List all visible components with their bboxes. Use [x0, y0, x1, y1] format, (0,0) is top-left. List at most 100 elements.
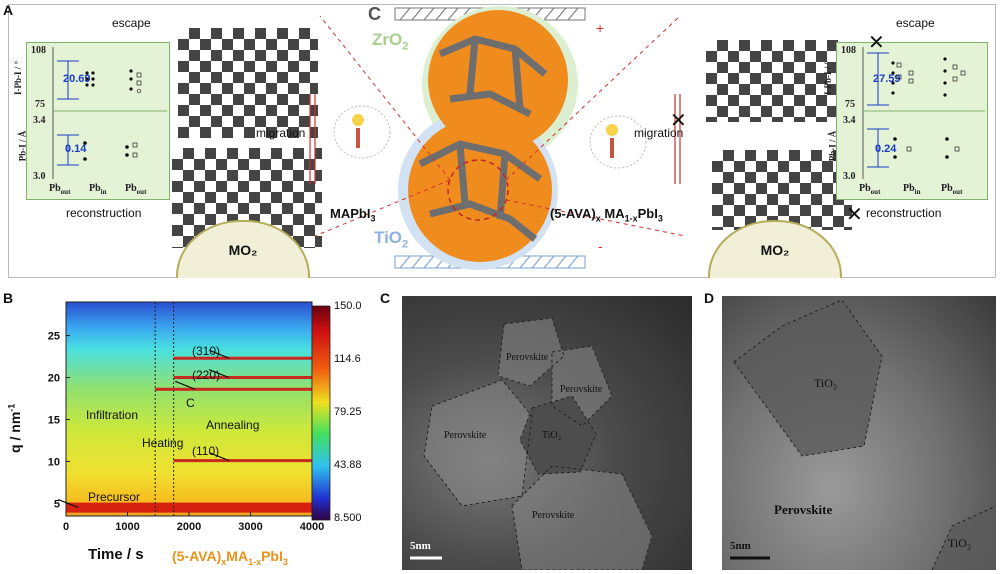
annotation-arrow-1	[208, 368, 230, 379]
inset-right-bottom-tick-high: 3.4	[843, 115, 856, 126]
inset-right-xlabel-3-text: Pb	[941, 183, 953, 194]
heatmap-ylabel-sup: -1	[6, 403, 17, 412]
panel-d-letter: D	[704, 290, 715, 306]
heatmap-material-c: PbI	[261, 548, 283, 564]
cross-escape-icon: ✕	[868, 32, 885, 54]
c-label-perovskite-3: Perovskite	[444, 430, 487, 441]
perovskite-lattice-right-top	[706, 40, 838, 122]
cross-migration-icon: ✕	[670, 110, 687, 132]
center-cell-diagram	[309, 6, 686, 270]
colorbar-tick-0: 150.0	[334, 300, 362, 312]
heatmap-xlabel: Time / s	[88, 546, 144, 563]
right-reconstruction-label: reconstruction	[866, 206, 942, 220]
zro2-text: ZrO	[372, 30, 403, 49]
inset-left-bottom-value: 0.14	[65, 143, 87, 155]
inset-left-bottom-tick-high: 3.4	[33, 115, 46, 126]
heatmap-material-sub: 3	[282, 556, 288, 567]
mo2-left-label: MO₂	[228, 242, 258, 258]
heatmap-band-3	[173, 459, 312, 463]
inset-left-xlabel-2-text: Pb	[89, 183, 101, 194]
annotation-arrow-0	[208, 349, 230, 359]
annotation-110: (110)	[192, 444, 220, 458]
plus-sign: +	[596, 20, 605, 36]
inset-left-xlabel-3-text: Pb	[125, 183, 137, 194]
inset-left-xlabel-1-sub: out	[60, 188, 71, 196]
annotation-arrow-3	[208, 452, 230, 462]
annotation-310: (310)	[192, 344, 221, 358]
c-label-perovskite-4: Perovskite	[532, 510, 575, 521]
y-tick-label-3: 20	[48, 373, 60, 385]
tio2-label: TiO2	[374, 228, 408, 250]
annotation-220: (220)	[192, 368, 221, 382]
inset-right-bottom-value: 0.24	[875, 143, 897, 155]
right-material-b: MA	[600, 206, 625, 221]
panel-b-letter: B	[3, 290, 14, 306]
y-tick-label-2: 15	[48, 414, 60, 426]
y-tick-label-1: 10	[48, 456, 60, 468]
left-reconstruction-label: reconstruction	[66, 206, 142, 220]
mo2-right-label: MO₂	[760, 242, 790, 258]
heatmap-material: (5-AVA)xMA1-xPbI3	[172, 548, 288, 567]
c-label-perovskite-1: Perovskite	[506, 352, 549, 363]
inset-right-top-axis: I-Pb-I / °	[823, 60, 834, 96]
inset-right-xlabel-3: Pbout	[941, 183, 962, 196]
inset-right-xlabel-2: Pbin	[903, 183, 921, 196]
annotation-arrow-2	[174, 380, 196, 390]
x-tick-label-4: 4000	[300, 521, 324, 533]
inset-left-xlabel-3: Pbout	[125, 183, 146, 196]
heatmap-band-0	[173, 356, 312, 360]
inset-left-bottom-tick-low: 3.0	[33, 171, 46, 182]
inset-right-top-tick-high: 108	[841, 45, 856, 56]
inset-left-xlabel-2: Pbin	[89, 183, 107, 196]
inset-right-xlabel-2-text: Pb	[903, 183, 915, 194]
heatmap-band-4	[66, 502, 312, 513]
annotation-c: C	[186, 396, 195, 410]
inset-left-top-tick-high: 108	[31, 45, 46, 56]
stage-heating: Heating	[142, 436, 184, 450]
minus-sign: -	[598, 238, 603, 254]
inset-left-bottom-axis: Pb-I / Å	[17, 130, 28, 162]
c-scale-label: 5nm	[410, 540, 431, 552]
inset-chart-right: 108 75 I-Pb-I / ° 27.59 3.4 3.0 Pb-I / Å…	[823, 42, 988, 200]
heatmap-material-x1: x	[221, 556, 227, 567]
inset-right-bottom-axis: Pb-I / Å	[827, 130, 838, 162]
inset-right-xlabel-1-sub: out	[870, 188, 881, 196]
left-migration-label: migration	[256, 126, 306, 140]
colorbar-tick-4: 8.500	[334, 512, 362, 524]
heatmap-material-x2: 1-x	[248, 556, 262, 567]
tio2-text: TiO	[374, 228, 403, 247]
d-label-tio2-2: TiO₂	[948, 536, 972, 550]
heatmap-band-2	[155, 387, 312, 391]
colorbar-tick-1: 114.6	[334, 353, 361, 365]
inset-left-marks	[52, 47, 167, 179]
x-tick-label-1: 1000	[115, 521, 139, 533]
inset-left-xlabel-3-sub: out	[136, 188, 147, 196]
c-label-tio2: TiO₂	[542, 430, 562, 441]
grain-outlines-d	[730, 299, 996, 570]
x-tick-label-3: 3000	[238, 521, 262, 533]
perovskite-lattice-left-top	[178, 28, 318, 138]
right-material-sub: 3	[657, 213, 663, 224]
y-tick-label-4: 25	[48, 331, 60, 343]
heatmap-material-b: MA	[226, 548, 249, 564]
inset-right-xlabel-2-sub: in	[914, 188, 921, 196]
cross-reconstruction-icon: ✕	[846, 204, 863, 226]
right-material-x2: 1-x	[624, 213, 638, 224]
right-escape-label: escape	[896, 16, 935, 30]
inset-right-xlabel-1-text: Pb	[859, 183, 871, 194]
d-label-tio2-1: TiO₂	[814, 376, 838, 390]
inset-right-xlabel-1: Pbout	[859, 183, 880, 196]
d-scale-label: 5nm	[730, 540, 751, 552]
stage-annealing: Annealing	[206, 418, 260, 432]
inset-left-top-value: 20.69	[63, 73, 91, 85]
annotation-arrow-4	[58, 499, 79, 509]
d-label-perovskite: Perovskite	[774, 502, 833, 517]
heatmap-ylabel-main: q / nm	[6, 411, 23, 453]
left-escape-label: escape	[112, 16, 151, 30]
tem-image-d: TiO₂ Perovskite TiO₂ 5nm	[722, 296, 996, 570]
inset-right-marks	[862, 47, 985, 179]
zro2-sub: 2	[402, 40, 409, 53]
x-tick-label-2: 2000	[177, 521, 201, 533]
zro2-label: ZrO2	[372, 30, 408, 52]
heatmap-material-a: (5-AVA)	[172, 548, 222, 564]
